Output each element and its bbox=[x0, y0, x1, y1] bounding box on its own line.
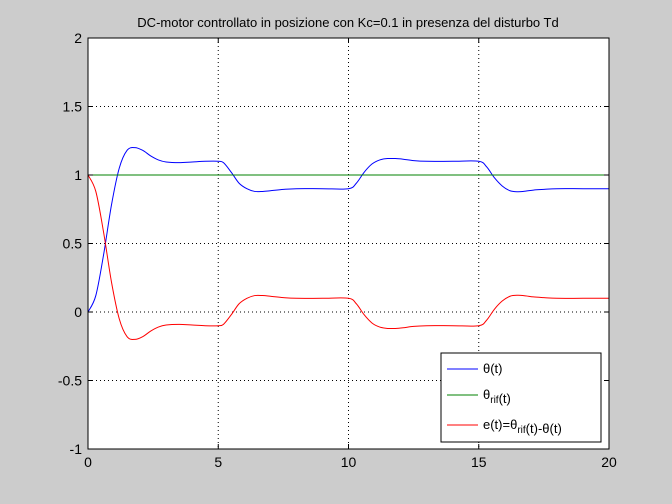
x-tick-label: 10 bbox=[341, 454, 357, 470]
legend-box bbox=[440, 352, 602, 443]
ticks bbox=[87, 37, 610, 450]
x-tick-label: 15 bbox=[471, 454, 487, 470]
x-tick-label: 5 bbox=[214, 454, 222, 470]
chart-title: DC-motor controllato in posizione con Kc… bbox=[137, 15, 558, 30]
series-layer bbox=[87, 147, 609, 340]
x-tick-label: 20 bbox=[601, 454, 617, 470]
y-tick-label: 2 bbox=[74, 30, 82, 46]
legend-label-1: θrif(t) bbox=[483, 387, 511, 406]
x-tick-label: 0 bbox=[84, 454, 92, 470]
tick-labels: 0 5 10 15 20 -1 -0.5 0 0.5 1 1.5 2 bbox=[58, 30, 617, 470]
legend: θ(t) θrif(t) e(t)=θrif(t)-θ(t) bbox=[440, 352, 602, 443]
y-tick-label: 0 bbox=[74, 304, 82, 320]
y-tick-label: -0.5 bbox=[58, 373, 82, 389]
legend-label-0: θ(t) bbox=[483, 361, 503, 376]
y-tick-label: 1.5 bbox=[63, 99, 83, 115]
y-tick-label: -1 bbox=[70, 441, 83, 457]
series-line-2 bbox=[87, 174, 609, 340]
y-tick-label: 0.5 bbox=[63, 236, 83, 252]
y-tick-label: 1 bbox=[74, 167, 82, 183]
series-line-0 bbox=[87, 147, 609, 313]
legend-label-2: e(t)=θrif(t)-θ(t) bbox=[483, 417, 562, 436]
